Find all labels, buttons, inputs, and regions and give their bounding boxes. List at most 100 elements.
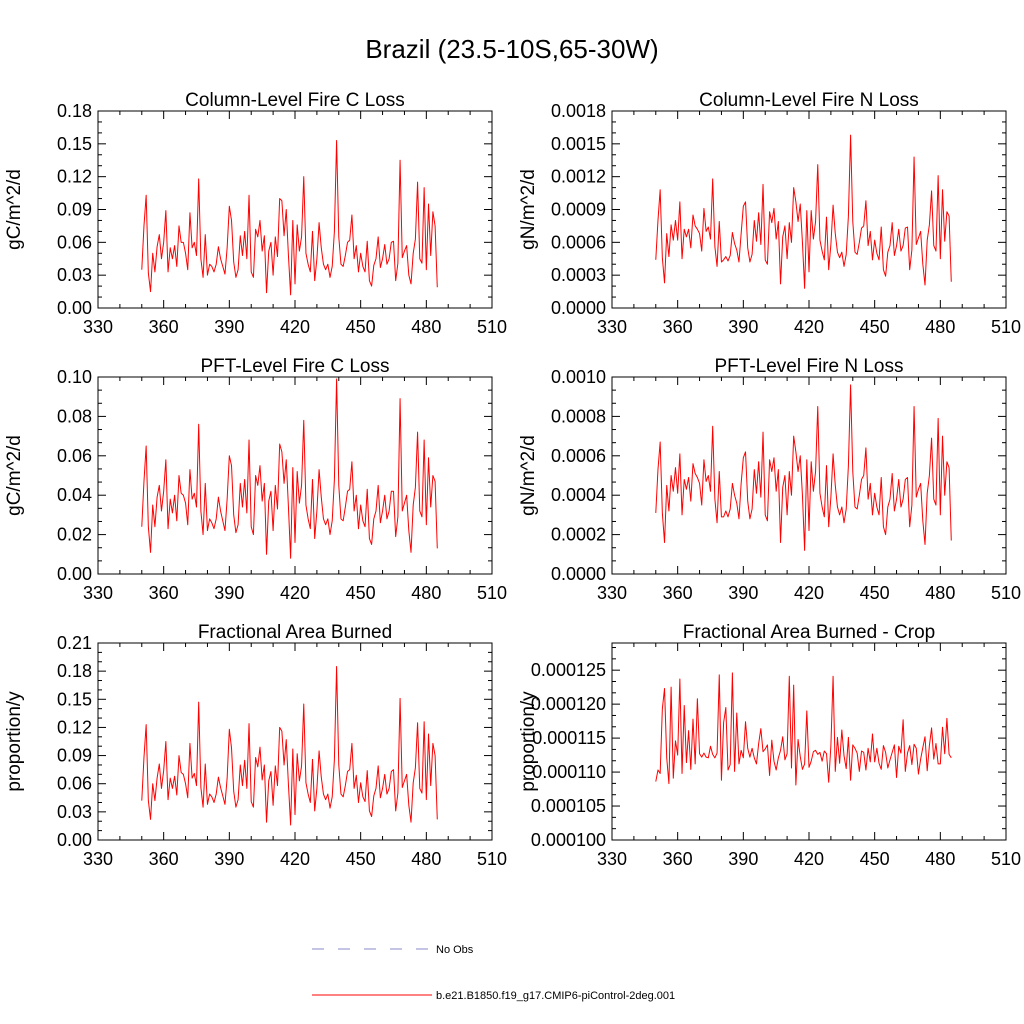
x-tick-label: 330: [83, 317, 113, 337]
series-line-1: [655, 134, 952, 289]
x-tick-label: 510: [477, 317, 507, 337]
x-tick-label: 330: [83, 583, 113, 603]
x-tick-label: 360: [149, 317, 179, 337]
plot-frame: [611, 642, 1007, 841]
y-tick-label: 0.0010: [551, 367, 606, 387]
x-tick-label: 480: [925, 849, 955, 869]
y-tick-label: 0.000105: [531, 796, 606, 816]
y-tick-label: 0.000115: [532, 728, 606, 748]
y-tick-label: 0.09: [57, 746, 92, 766]
chart-panel-1: Column-Level Fire C Loss gC/m^2/d 330 360 39…: [4, 90, 507, 337]
y-tick-label: 0.03: [57, 265, 92, 285]
x-tick-label: 450: [346, 849, 376, 869]
y-tick-label: 0.000125: [531, 660, 606, 680]
y-tick-label: 0.04: [57, 485, 92, 505]
y-axis-label: gN/m^2/d: [518, 169, 539, 250]
y-tick-label: 0.02: [57, 525, 92, 545]
x-tick-label: 360: [149, 849, 179, 869]
x-tick-label: 480: [925, 583, 955, 603]
x-tick-label: 330: [597, 849, 627, 869]
x-tick-label: 450: [346, 317, 376, 337]
y-tick-label: 0.15: [57, 689, 92, 709]
panel-title: Fractional Area Burned: [198, 622, 392, 643]
y-tick-label: 0.00: [57, 564, 92, 584]
series-line-1: [141, 378, 438, 559]
y-axis-label: proportion/y: [4, 691, 25, 792]
chart-panel-2: Column-Level Fire N Loss gN/m^2/d 330 360 39…: [518, 90, 1021, 337]
y-tick-label: 0.0003: [551, 265, 606, 285]
y-tick-label: 0.000120: [531, 694, 606, 714]
legend-model-label: b.e21.B1850.f19_g17.CMIP6-piControl-2deg…: [436, 990, 675, 1002]
y-tick-label: 0.00: [57, 830, 92, 850]
x-tick-label: 510: [991, 849, 1021, 869]
y-tick-label: 0.0006: [551, 232, 606, 252]
x-tick-label: 510: [477, 849, 507, 869]
x-tick-label: 420: [794, 583, 824, 603]
x-tick-label: 480: [925, 317, 955, 337]
x-tick-label: 420: [280, 583, 310, 603]
x-tick-label: 450: [860, 849, 890, 869]
chart-panel-4: PFT-Level Fire N Loss gN/m^2/d 330 360 390 42…: [518, 356, 1021, 603]
chart-panel-5: Fractional Area Burned proportion/y 330 360…: [4, 622, 507, 869]
x-tick-label: 360: [663, 583, 693, 603]
figure-title: Brazil (23.5-10S,65-30W): [365, 34, 659, 64]
y-tick-label: 0.0000: [551, 564, 606, 584]
y-tick-label: 0.10: [57, 367, 92, 387]
series-line-1: [655, 672, 952, 786]
y-tick-label: 0.0002: [551, 525, 606, 545]
y-tick-label: 0.06: [57, 446, 92, 466]
x-tick-label: 390: [214, 317, 244, 337]
chart-panel-6: Fractional Area Burned - Crop proportion/…: [518, 622, 1021, 869]
panel-title: Column-Level Fire N Loss: [699, 90, 919, 111]
y-tick-label: 0.12: [57, 717, 92, 737]
y-tick-label: 0.000110: [532, 762, 606, 782]
x-tick-label: 420: [280, 317, 310, 337]
x-tick-label: 510: [477, 583, 507, 603]
x-tick-label: 390: [728, 849, 758, 869]
panel-title: PFT-Level Fire N Loss: [715, 356, 904, 377]
x-tick-label: 510: [991, 583, 1021, 603]
y-axis-label: gN/m^2/d: [518, 435, 539, 516]
legend-obs-label: No Obs: [436, 944, 474, 956]
y-axis-label: proportion/y: [518, 691, 539, 792]
plot-frame: [611, 110, 1007, 309]
y-tick-label: 0.21: [57, 633, 92, 653]
x-tick-label: 390: [214, 583, 244, 603]
y-axis-label: gC/m^2/d: [4, 435, 25, 516]
x-tick-label: 420: [794, 317, 824, 337]
x-tick-label: 480: [411, 849, 441, 869]
x-tick-label: 330: [597, 583, 627, 603]
x-tick-label: 450: [860, 317, 890, 337]
y-tick-label: 0.0008: [551, 406, 606, 426]
x-tick-label: 510: [991, 317, 1021, 337]
y-tick-label: 0.0009: [551, 200, 606, 220]
x-tick-label: 330: [83, 849, 113, 869]
panels-group: Column-Level Fire C Loss gC/m^2/d 330 360 39…: [4, 90, 1021, 869]
x-tick-label: 390: [728, 583, 758, 603]
y-tick-label: 0.0012: [551, 167, 606, 187]
x-tick-label: 480: [411, 583, 441, 603]
y-tick-label: 0.03: [57, 802, 92, 822]
x-tick-label: 360: [663, 317, 693, 337]
panel-title: PFT-Level Fire C Loss: [201, 356, 390, 377]
chart-panel-3: PFT-Level Fire C Loss gC/m^2/d 330 360 390 42…: [4, 356, 507, 603]
y-tick-label: 0.06: [57, 774, 92, 794]
x-tick-label: 480: [411, 317, 441, 337]
y-tick-label: 0.0004: [551, 485, 606, 505]
y-tick-label: 0.08: [57, 406, 92, 426]
x-tick-label: 420: [280, 849, 310, 869]
y-tick-label: 0.0015: [551, 134, 606, 154]
x-tick-label: 360: [663, 849, 693, 869]
y-tick-label: 0.0000: [551, 298, 606, 318]
y-tick-label: 0.12: [57, 167, 92, 187]
y-tick-label: 0.18: [57, 101, 92, 121]
panel-title: Column-Level Fire C Loss: [185, 90, 405, 111]
y-tick-label: 0.06: [57, 232, 92, 252]
y-tick-label: 0.18: [57, 661, 92, 681]
x-tick-label: 420: [794, 849, 824, 869]
y-tick-label: 0.0006: [551, 446, 606, 466]
series-line-1: [655, 384, 952, 551]
y-tick-label: 0.09: [57, 200, 92, 220]
y-tick-label: 0.15: [57, 134, 92, 154]
